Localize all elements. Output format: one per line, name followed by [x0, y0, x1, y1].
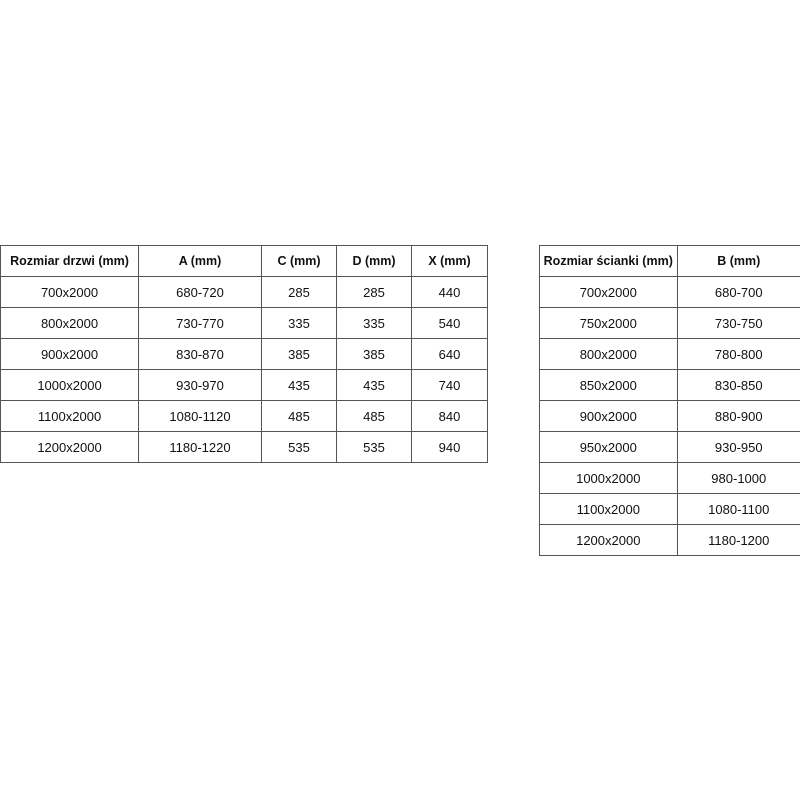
table-cell: 930-950 [676, 431, 800, 463]
table-cell: 440 [411, 276, 488, 308]
table-row: 850x2000 830-850 [539, 369, 800, 401]
column-header: D (mm) [336, 245, 412, 277]
column-header: C (mm) [261, 245, 337, 277]
table-cell: 335 [261, 307, 337, 339]
table-cell: 730-770 [138, 307, 262, 339]
table-cell: 700x2000 [539, 276, 678, 308]
table-cell: 680-700 [676, 276, 800, 308]
table-cell: 700x2000 [0, 276, 139, 308]
table-cell: 940 [411, 431, 488, 463]
table-cell: 1200x2000 [539, 524, 678, 556]
table-cell: 435 [336, 369, 412, 401]
table-cell: 485 [336, 400, 412, 432]
table-row: 950x2000 930-950 [539, 431, 800, 463]
table-cell: 385 [261, 338, 337, 370]
door-size-table: Rozmiar drzwi (mm) A (mm) C (mm) D (mm) X (m… [0, 245, 488, 463]
table-row: 900x2000 880-900 [539, 400, 800, 432]
table-cell: 930-970 [138, 369, 262, 401]
table-row: 900x2000 830-870 385 385 640 [0, 338, 488, 370]
table-cell: 730-750 [676, 307, 800, 339]
column-header: A (mm) [138, 245, 262, 277]
column-header: X (mm) [411, 245, 488, 277]
table-cell: 285 [261, 276, 337, 308]
column-header: Rozmiar ścianki (mm) [539, 245, 678, 277]
table-cell: 980-1000 [676, 462, 800, 494]
table-row: 1100x2000 1080-1100 [539, 493, 800, 525]
table-cell: 780-800 [676, 338, 800, 370]
table-cell: 850x2000 [539, 369, 678, 401]
table-cell: 680-720 [138, 276, 262, 308]
table-cell: 535 [261, 431, 337, 463]
table-cell: 1000x2000 [539, 462, 678, 494]
wall-size-table: Rozmiar ścianki (mm) B (mm) 700x2000 680-7… [539, 245, 800, 556]
header-row: Rozmiar ścianki (mm) B (mm) [539, 245, 800, 277]
table-cell: 1200x2000 [0, 431, 139, 463]
table-cell: 535 [336, 431, 412, 463]
table-cell: 540 [411, 307, 488, 339]
table-cell: 830-870 [138, 338, 262, 370]
table-cell: 385 [336, 338, 412, 370]
table-cell: 1180-1200 [676, 524, 800, 556]
table-cell: 750x2000 [539, 307, 678, 339]
column-header: Rozmiar drzwi (mm) [0, 245, 139, 277]
table-cell: 1080-1120 [138, 400, 262, 432]
table-cell: 1180-1220 [138, 431, 262, 463]
table-cell: 880-900 [676, 400, 800, 432]
table-cell: 1000x2000 [0, 369, 139, 401]
table-row: 1100x2000 1080-1120 485 485 840 [0, 400, 488, 432]
table-cell: 950x2000 [539, 431, 678, 463]
table-cell: 800x2000 [539, 338, 678, 370]
table-cell: 1100x2000 [539, 493, 678, 525]
table-row: 750x2000 730-750 [539, 307, 800, 339]
table-row: 1200x2000 1180-1220 535 535 940 [0, 431, 488, 463]
table-cell: 285 [336, 276, 412, 308]
table-row: 800x2000 780-800 [539, 338, 800, 370]
table-cell: 640 [411, 338, 488, 370]
table-cell: 830-850 [676, 369, 800, 401]
table-cell: 740 [411, 369, 488, 401]
table-row: 1000x2000 980-1000 [539, 462, 800, 494]
table-cell: 435 [261, 369, 337, 401]
table-cell: 800x2000 [0, 307, 139, 339]
table-cell: 335 [336, 307, 412, 339]
table-cell: 1080-1100 [676, 493, 800, 525]
table-row: 1200x2000 1180-1200 [539, 524, 800, 556]
table-row: 800x2000 730-770 335 335 540 [0, 307, 488, 339]
table-cell: 840 [411, 400, 488, 432]
table-cell: 900x2000 [539, 400, 678, 432]
table-row: 1000x2000 930-970 435 435 740 [0, 369, 488, 401]
table-cell: 485 [261, 400, 337, 432]
table-row: 700x2000 680-720 285 285 440 [0, 276, 488, 308]
column-header: B (mm) [676, 245, 800, 277]
table-cell: 900x2000 [0, 338, 139, 370]
table-row: 700x2000 680-700 [539, 276, 800, 308]
header-row: Rozmiar drzwi (mm) A (mm) C (mm) D (mm) X (m… [0, 245, 488, 277]
table-cell: 1100x2000 [0, 400, 139, 432]
